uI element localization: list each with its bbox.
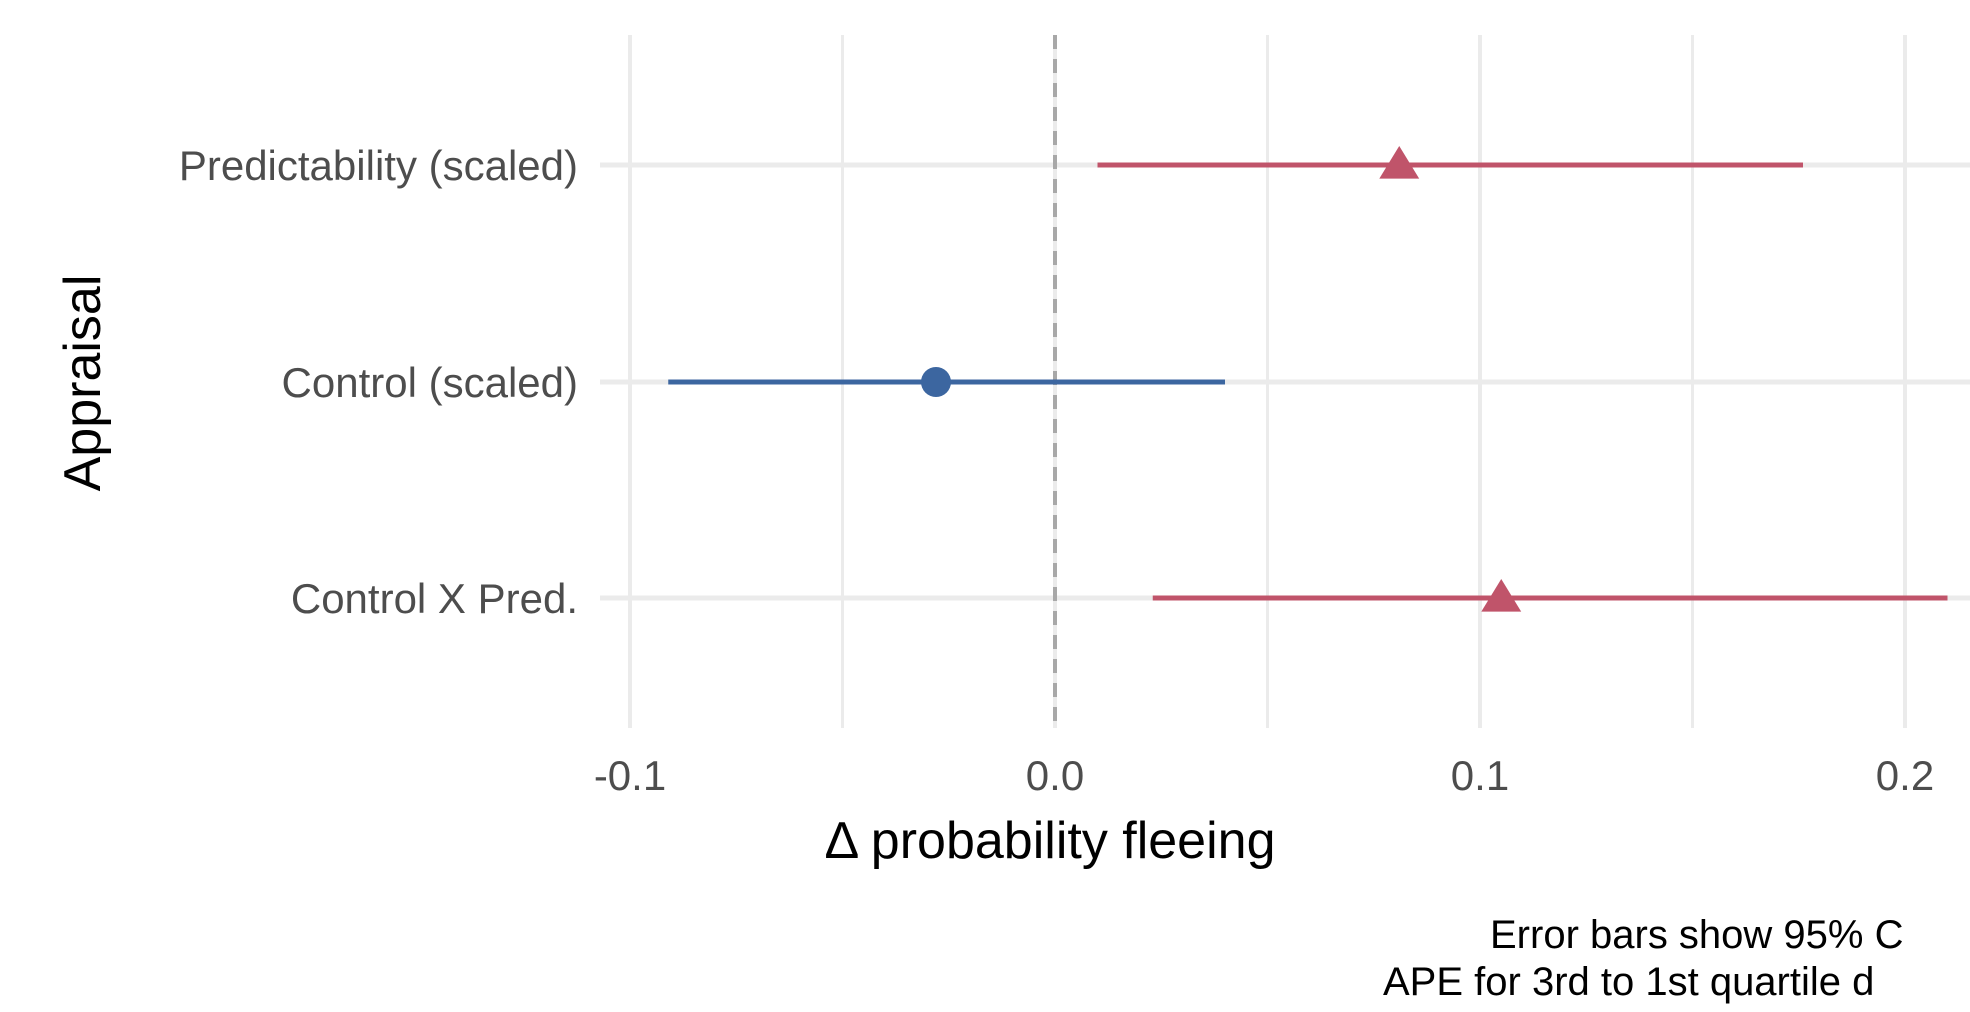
x-axis-title: Δ probability fleeing — [824, 812, 1275, 870]
x-tick-label: 0.0 — [1026, 752, 1084, 799]
y-tick-labels: Predictability (scaled) Control (scaled) C… — [179, 142, 578, 622]
y-tick-label: Control (scaled) — [282, 359, 578, 406]
y-axis-title: Appraisal — [54, 275, 112, 492]
estimate-point-triangle — [1481, 579, 1522, 612]
caption-line-1: Error bars show 95% C — [1490, 913, 1903, 957]
marks-layer — [668, 146, 1948, 612]
x-tick-label: 0.1 — [1451, 752, 1509, 799]
caption-line-2: APE for 3rd to 1st quartile d — [1383, 960, 1874, 1004]
estimate-point-triangle — [1379, 146, 1420, 179]
x-tick-labels: -0.1 0.0 0.1 0.2 — [594, 752, 1934, 799]
estimate-point-circle — [921, 367, 951, 397]
y-tick-label: Predictability (scaled) — [179, 142, 578, 189]
y-tick-label: Control X Pred. — [291, 575, 578, 622]
x-tick-label: 0.2 — [1876, 752, 1934, 799]
x-tick-label: -0.1 — [594, 752, 666, 799]
